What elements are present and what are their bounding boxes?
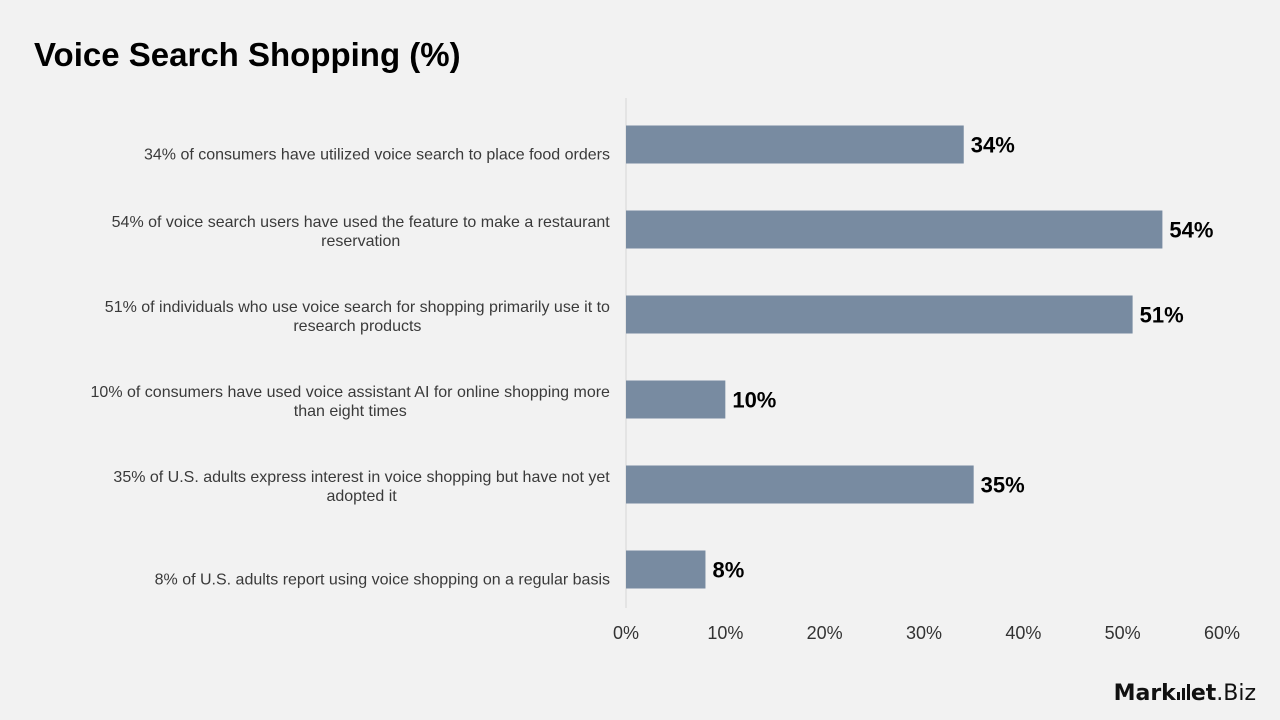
x-tick-label-1: 10% [707,623,743,643]
category-label-line: reservation [321,233,400,250]
x-tick-label-0: 0% [613,623,639,643]
x-tick-label-2: 20% [807,623,843,643]
bar-5 [626,550,706,589]
category-label-4: 35% of U.S. adults express interest in v… [113,469,610,505]
logo-bars-icon [1176,684,1190,700]
bar-4 [626,465,974,504]
category-label-line: 35% of U.S. adults express interest in v… [113,469,610,486]
bar-1 [626,210,1163,249]
category-label-line: 10% of consumers have used voice assista… [91,384,611,401]
bar-0 [626,125,964,164]
logo-text-part2: et [1190,681,1217,706]
value-label-2: 51% [1140,303,1184,328]
category-label-line: than eight times [294,403,407,420]
value-label-3: 10% [732,388,776,413]
logo-text-part3: .Biz [1216,681,1256,706]
category-label-5: 8% of U.S. adults report using voice sho… [155,572,610,589]
logo-text-part1: Mark [1113,681,1176,706]
category-label-0: 34% of consumers have utilized voice sea… [144,147,610,164]
brand-logo: Mark et .Biz [1114,681,1256,706]
category-label-line: 51% of individuals who use voice search … [105,299,610,316]
bar-2 [626,295,1133,334]
page-title: Voice Search Shopping (%) [34,36,461,73]
category-label-line: 8% of U.S. adults report using voice sho… [155,572,610,589]
x-tick-label-3: 30% [906,623,942,643]
bar-3 [626,380,726,419]
category-label-line: 34% of consumers have utilized voice sea… [144,147,610,164]
category-label-2: 51% of individuals who use voice search … [105,299,610,335]
category-label-1: 54% of voice search users have used the … [112,214,611,250]
value-label-1: 54% [1169,218,1213,243]
x-tick-label-5: 50% [1105,623,1141,643]
x-tick-label-6: 60% [1204,623,1240,643]
category-label-line: 54% of voice search users have used the … [112,214,611,231]
category-label-3: 10% of consumers have used voice assista… [91,384,611,420]
value-label-5: 8% [712,558,744,583]
category-label-line: adopted it [326,488,397,505]
x-tick-label-4: 40% [1005,623,1041,643]
value-label-0: 34% [971,133,1015,158]
category-label-line: research products [293,318,421,335]
value-label-4: 35% [981,473,1025,498]
